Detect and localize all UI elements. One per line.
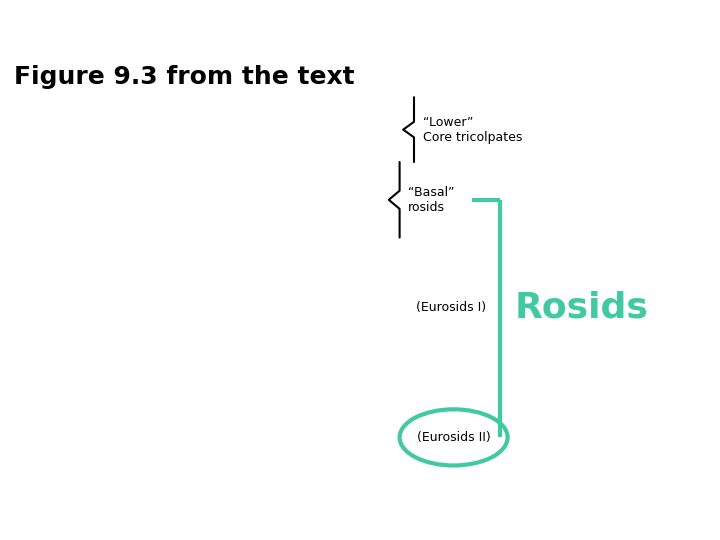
Text: (Eurosids I): (Eurosids I) <box>416 301 486 314</box>
Text: Figure 9.3 from the text: Figure 9.3 from the text <box>14 65 355 89</box>
Text: (Eurosids II): (Eurosids II) <box>417 431 490 444</box>
Text: Rosids: Rosids <box>515 291 649 325</box>
Text: “Basal”
rosids: “Basal” rosids <box>408 186 455 214</box>
Text: “Lower”
Core tricolpates: “Lower” Core tricolpates <box>423 116 522 144</box>
